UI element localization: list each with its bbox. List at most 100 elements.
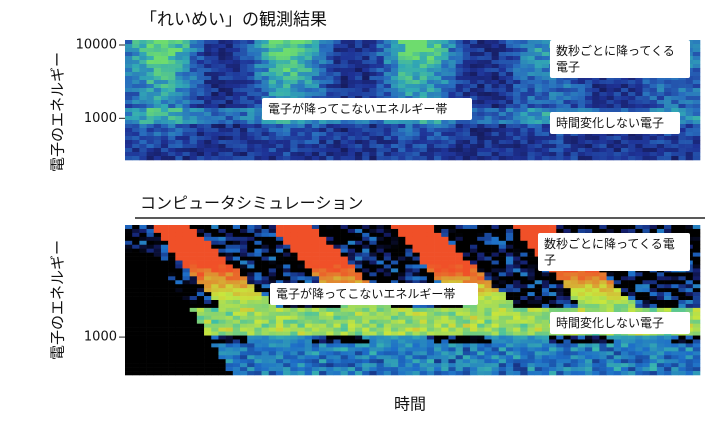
heatmap-cell <box>390 136 399 141</box>
heatmap-cell <box>656 76 665 81</box>
heatmap-cell <box>383 303 392 309</box>
heatmap-cell <box>369 72 377 77</box>
heatmap-cell <box>448 80 456 85</box>
heatmap-cell <box>196 272 205 277</box>
heatmap-cell <box>153 92 162 97</box>
heatmap-cell <box>541 339 550 344</box>
heatmap-cell <box>304 228 313 234</box>
heatmap-cell <box>333 84 341 89</box>
heatmap-cell <box>527 264 535 269</box>
heatmap-cell <box>585 343 593 348</box>
heatmap-cell <box>383 225 392 230</box>
heatmap-cell <box>125 315 133 321</box>
heatmap-cell <box>390 244 399 249</box>
heatmap-cell <box>685 331 694 336</box>
heatmap-cell <box>390 248 399 253</box>
heatmap-cell <box>570 136 579 141</box>
heatmap-cell <box>635 100 643 105</box>
heatmap-cell <box>477 60 485 65</box>
heatmap-cell <box>563 339 571 344</box>
heatmap-cell <box>678 280 686 285</box>
heatmap-cell <box>448 152 456 157</box>
heatmap-cell <box>319 335 327 340</box>
heatmap-cell <box>261 152 270 157</box>
heatmap-cell <box>290 236 298 242</box>
heatmap-cell <box>261 136 270 141</box>
heatmap-cell <box>218 104 226 109</box>
heatmap-cell <box>175 276 183 281</box>
heatmap-cell <box>592 104 600 109</box>
heatmap-cell <box>448 323 456 328</box>
heatmap-cell <box>204 60 212 65</box>
heatmap-cell <box>405 248 413 253</box>
heatmap-cell <box>340 252 349 257</box>
heatmap-cell <box>664 148 672 153</box>
heatmap-cell <box>218 44 226 49</box>
heatmap-cell <box>635 152 643 157</box>
heatmap-cell <box>405 335 413 340</box>
heatmap-cell <box>556 303 564 309</box>
heatmap-cell <box>671 284 679 289</box>
heatmap-cell <box>139 112 147 117</box>
heatmap-cell <box>304 323 313 328</box>
heatmap-cell <box>211 288 219 293</box>
heatmap-cell <box>333 280 341 285</box>
heatmap-cell <box>132 323 140 328</box>
heatmap-cell <box>347 44 356 49</box>
heatmap-cell <box>146 296 155 301</box>
heatmap-cell <box>125 311 133 317</box>
heatmap-cell <box>168 343 176 348</box>
heatmap-cell <box>175 288 183 293</box>
heatmap-cell <box>505 112 514 117</box>
heatmap-cell <box>635 148 643 153</box>
heatmap-cell <box>505 156 514 161</box>
heatmap-cell <box>556 92 564 97</box>
heatmap-cell <box>383 84 392 89</box>
heatmap-cell <box>175 52 183 57</box>
heatmap-cell <box>477 100 485 105</box>
heatmap-cell <box>620 292 629 297</box>
heatmap-cell <box>520 347 528 352</box>
heatmap-cell <box>376 276 385 281</box>
heatmap-cell <box>592 140 600 145</box>
heatmap-cell <box>462 240 471 246</box>
heatmap-cell <box>505 148 514 153</box>
heatmap-cell <box>434 44 442 49</box>
heatmap-cell <box>376 268 385 273</box>
heatmap-cell <box>196 276 205 281</box>
heatmap-cell <box>541 292 550 297</box>
heatmap-cell <box>398 323 406 328</box>
heatmap-cell <box>160 76 169 81</box>
heatmap-cell <box>484 148 492 153</box>
heatmap-cell <box>182 232 190 238</box>
heatmap-cell <box>139 136 147 141</box>
heatmap-cell <box>462 72 471 77</box>
heatmap-cell <box>311 303 320 309</box>
heatmap-cell <box>168 280 176 285</box>
heatmap-cell <box>211 284 219 289</box>
heatmap-cell <box>613 100 622 105</box>
heatmap-cell <box>470 116 478 121</box>
heatmap-cell <box>383 252 392 257</box>
heatmap-cell <box>455 236 464 242</box>
heatmap-cell <box>362 80 370 85</box>
heatmap-cell <box>225 100 234 105</box>
heatmap-cell <box>498 264 507 269</box>
heatmap-cell <box>189 120 198 125</box>
heatmap-cell <box>196 112 205 117</box>
heatmap-cell <box>513 323 521 328</box>
heatmap-cell <box>125 128 133 133</box>
heatmap-cell <box>355 48 363 53</box>
heatmap-cell <box>462 260 471 265</box>
heatmap-cell <box>556 276 564 281</box>
heatmap-cell <box>326 136 334 141</box>
heatmap-cell <box>369 335 377 340</box>
heatmap-cell <box>649 76 658 81</box>
heatmap-cell <box>297 248 305 253</box>
heatmap-cell <box>491 44 500 49</box>
heatmap-cell <box>168 268 176 273</box>
heatmap-cell <box>125 256 133 261</box>
heatmap-cell <box>211 339 219 344</box>
heatmap-cell <box>520 288 528 293</box>
heatmap-cell <box>196 323 205 328</box>
